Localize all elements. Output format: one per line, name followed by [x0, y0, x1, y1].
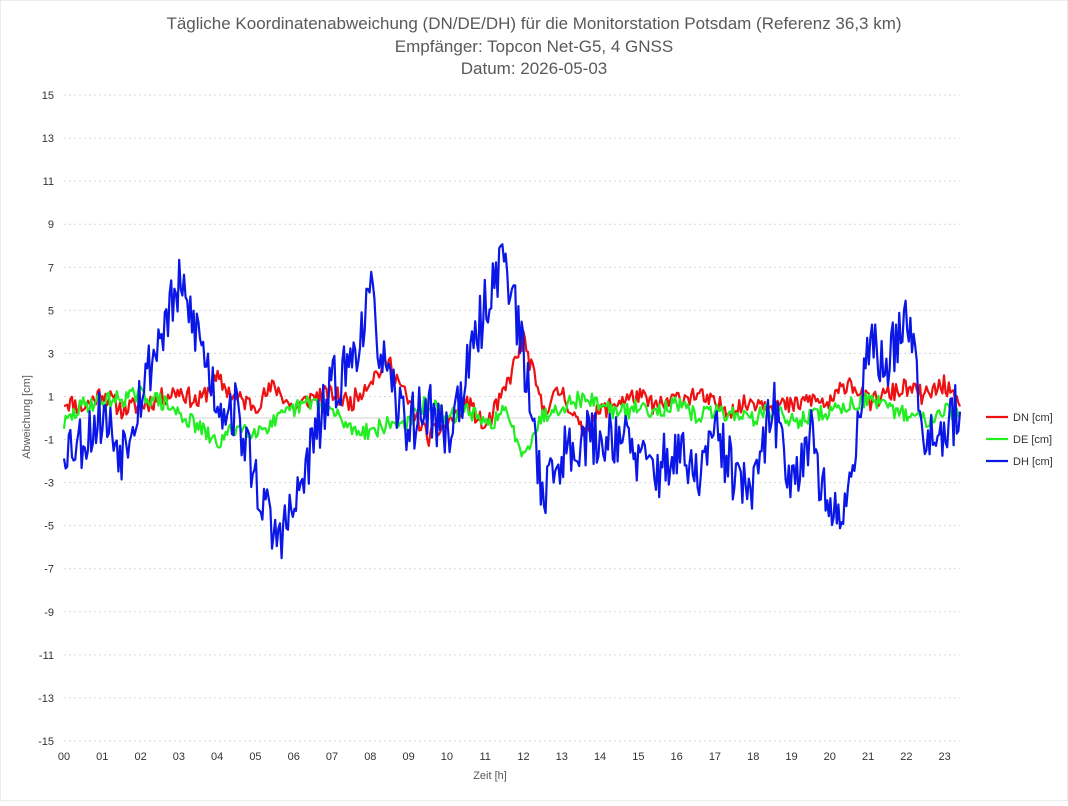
chart-title: Tägliche Koordinatenabweichung (DN/DE/DH…: [166, 14, 901, 33]
y-axis-ticks: 15 13 11 9 7 5 3 1 -1 -3 -5 -7 -9 -11 -13 -15: [38, 90, 54, 748]
y-tick-label: 11: [43, 176, 54, 188]
legend-label: DH [cm]: [1013, 456, 1053, 468]
x-tick-label: 21: [862, 751, 874, 763]
x-tick-label: 00: [58, 751, 70, 763]
x-tick-label: 14: [594, 751, 606, 763]
y-tick-label: 7: [48, 262, 54, 274]
x-axis-ticks: 00 01 02 03 04 05 06 07 08 09 10 11 12 13 14 15 16 17 18 19…: [58, 751, 951, 763]
y-tick-label: -11: [39, 650, 54, 662]
x-tick-label: 12: [517, 751, 529, 763]
legend-label: DE [cm]: [1013, 434, 1052, 446]
x-tick-label: 02: [134, 751, 146, 763]
y-tick-label: -7: [44, 564, 54, 576]
x-tick-label: 10: [441, 751, 453, 763]
x-tick-label: 20: [824, 751, 836, 763]
x-tick-label: 19: [785, 751, 797, 763]
y-tick-label: -13: [38, 693, 54, 705]
x-tick-label: 17: [709, 751, 721, 763]
y-tick-label: -15: [38, 736, 54, 748]
x-tick-label: 07: [326, 751, 338, 763]
y-tick-label: -1: [44, 435, 54, 447]
x-tick-label: 01: [96, 751, 108, 763]
series-lines: [62, 243, 962, 560]
y-tick-label: 13: [42, 133, 54, 145]
legend-label: DN [cm]: [1013, 412, 1053, 424]
y-tick-label: 15: [42, 90, 54, 102]
x-axis-title: Zeit [h]: [473, 770, 507, 782]
x-tick-label: 05: [249, 751, 261, 763]
x-tick-label: 15: [632, 751, 644, 763]
series-line-2: [62, 243, 962, 560]
x-tick-label: 23: [939, 751, 951, 763]
x-tick-label: 08: [364, 751, 376, 763]
legend: DN [cm] DE [cm] DH [cm]: [986, 412, 1053, 468]
x-tick-label: 11: [479, 751, 490, 763]
chart-date: Datum: 2026-05-03: [461, 59, 607, 78]
y-tick-label: 9: [48, 219, 54, 231]
y-tick-label: 3: [48, 348, 54, 360]
x-tick-label: 16: [671, 751, 683, 763]
x-tick-label: 13: [556, 751, 568, 763]
y-tick-label: -3: [44, 478, 54, 490]
chart-subtitle: Empfänger: Topcon Net-G5, 4 GNSS: [395, 37, 673, 56]
x-tick-label: 09: [402, 751, 414, 763]
x-tick-label: 04: [211, 751, 223, 763]
x-tick-label: 03: [173, 751, 185, 763]
y-tick-label: 1: [48, 391, 54, 403]
y-axis-title: Abweichung [cm]: [21, 375, 33, 459]
y-tick-label: -9: [44, 607, 54, 619]
x-tick-label: 06: [288, 751, 300, 763]
y-tick-label: 5: [48, 305, 54, 317]
x-tick-label: 22: [900, 751, 912, 763]
x-tick-label: 18: [747, 751, 759, 763]
y-tick-label: -5: [44, 521, 54, 533]
